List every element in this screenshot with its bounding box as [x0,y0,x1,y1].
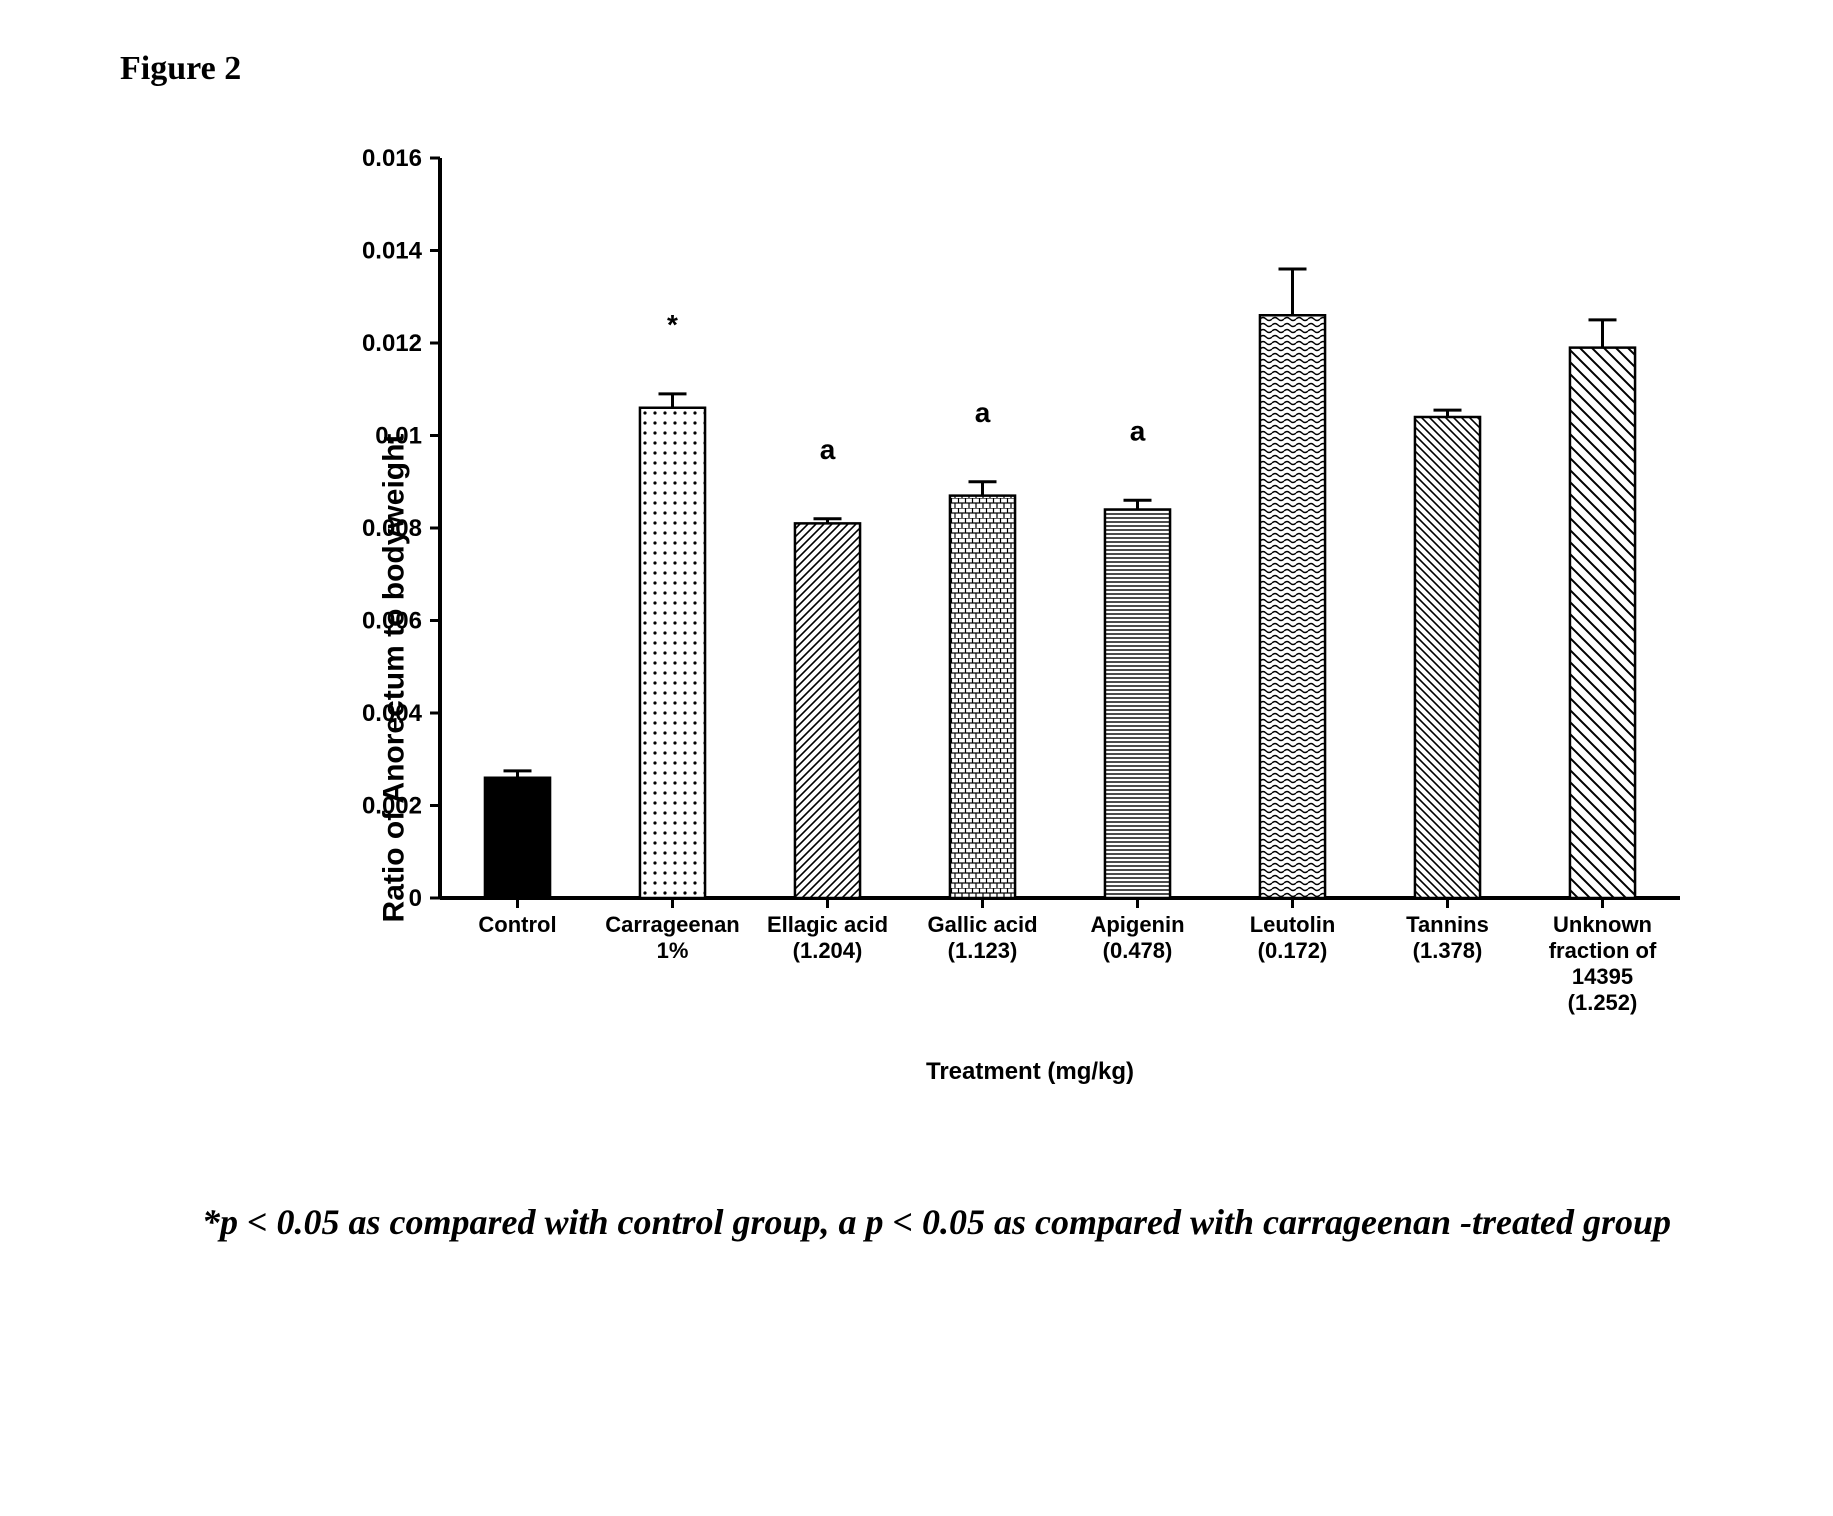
svg-text:0.006: 0.006 [362,608,422,635]
x-axis-label: Treatment (mg/kg) [360,1058,1700,1086]
figure-caption: *p < 0.05 as compared with control group… [187,1198,1687,1247]
figure-title: Figure 2 [120,50,1753,88]
svg-text:Control: Control [478,912,556,937]
svg-text:a: a [975,397,991,428]
svg-text:0: 0 [409,885,422,912]
svg-text:a: a [820,434,836,465]
bar-chart: Ratio of Anorectum to bodyweight 00.0020… [180,128,1740,1128]
svg-text:Carrageenan1%: Carrageenan1% [605,912,740,963]
svg-text:Apigenin(0.478): Apigenin(0.478) [1090,912,1184,963]
plot-area: 00.0020.0040.0060.0080.010.0120.0140.016… [360,148,1700,908]
svg-text:0.004: 0.004 [362,700,423,727]
svg-text:0.016: 0.016 [362,148,422,172]
svg-text:Tannins(1.378): Tannins(1.378) [1406,912,1489,963]
svg-text:0.002: 0.002 [362,793,422,820]
svg-text:0.01: 0.01 [375,423,422,450]
svg-text:*: * [667,309,678,340]
svg-text:0.014: 0.014 [362,238,423,265]
svg-text:Leutolin(0.172): Leutolin(0.172) [1250,912,1336,963]
svg-text:0.012: 0.012 [362,330,422,357]
svg-text:Unknownfraction of14395(1.252): Unknownfraction of14395(1.252) [1549,912,1657,1015]
svg-text:Ellagic acid(1.204): Ellagic acid(1.204) [767,912,888,963]
svg-text:0.008: 0.008 [362,515,422,542]
chart-svg: 0 0.002 0.004 0.006 0.008 0.01 0.012 0.014 0.016… [360,148,1700,1058]
page-root: Figure 2 Ratio of Anorectum to bodyweigh… [0,0,1833,1516]
svg-text:a: a [1130,415,1146,446]
svg-text:Gallic acid(1.123): Gallic acid(1.123) [927,912,1037,963]
